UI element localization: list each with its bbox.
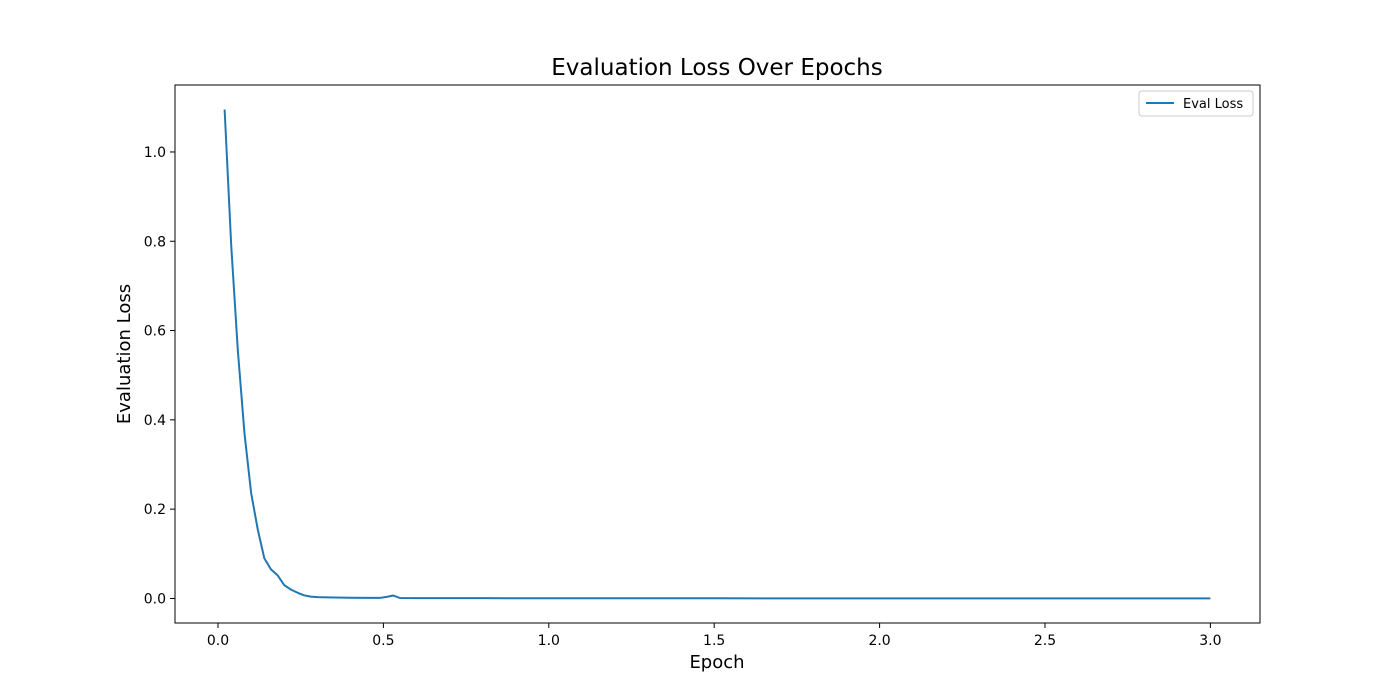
y-tick-label: 0.6 <box>144 324 166 340</box>
x-tick-label: 0.0 <box>207 633 229 649</box>
y-tick-label: 0.0 <box>144 591 166 607</box>
y-axis-label: Evaluation Loss <box>114 284 135 424</box>
x-tick-label: 2.5 <box>1034 633 1056 649</box>
x-axis-label: Epoch <box>689 652 744 673</box>
y-tick-label: 0.8 <box>144 234 166 250</box>
x-tick-label: 0.5 <box>372 633 394 649</box>
y-axis: 0.0 0.2 0.4 0.6 0.8 1.0 <box>144 145 175 607</box>
y-tick-label: 0.4 <box>144 413 166 429</box>
y-tick-label: 1.0 <box>144 145 166 161</box>
y-tick-label: 0.2 <box>144 502 166 518</box>
legend-label-eval-loss: Eval Loss <box>1183 97 1243 112</box>
plot-area <box>174 84 1261 624</box>
legend: Eval Loss <box>1138 90 1254 117</box>
x-tick-label: 2.0 <box>868 633 890 649</box>
x-tick-label: 1.0 <box>538 633 560 649</box>
series-line-eval-loss <box>223 109 1211 600</box>
x-tick-label: 1.5 <box>703 633 725 649</box>
legend-box <box>1138 90 1254 117</box>
x-tick-label: 3.0 <box>1199 633 1221 649</box>
chart-title: Evaluation Loss Over Epochs <box>551 55 882 81</box>
x-axis: 0.0 0.5 1.0 1.5 2.0 2.5 3.0 <box>207 623 1222 649</box>
